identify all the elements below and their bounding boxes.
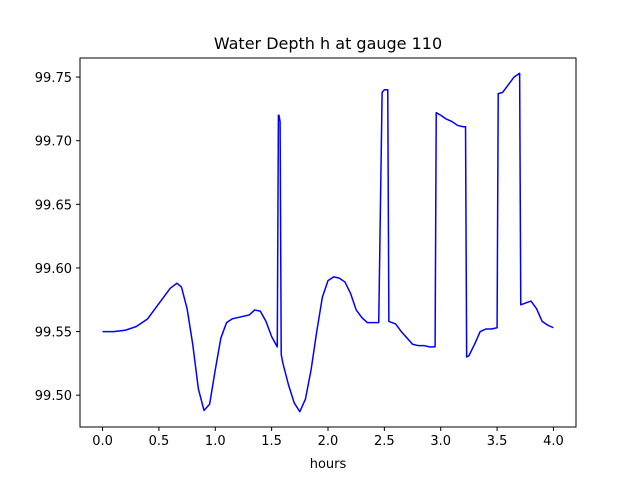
x-tick-label: 2.5: [374, 434, 395, 449]
x-tick-label: 1.5: [261, 434, 282, 449]
chart-title: Water Depth h at gauge 110: [214, 34, 442, 53]
y-tick-label: 99.75: [35, 71, 72, 86]
x-tick-label: 0.5: [149, 434, 170, 449]
x-tick-label: 0.0: [92, 434, 113, 449]
y-tick-label: 99.50: [35, 389, 72, 404]
x-axis-label: hours: [310, 457, 347, 472]
x-axis: 0.0 0.5 1.0 1.5 2.0 2.5 3.0 3.5 4.0: [92, 427, 564, 449]
x-tick-label: 4.0: [543, 434, 564, 449]
y-axis: 99.50 99.55 99.60 99.65 99.70 99.75: [35, 71, 80, 404]
y-tick-label: 99.60: [35, 262, 72, 277]
y-tick-label: 99.65: [35, 198, 72, 213]
x-tick-label: 2.0: [318, 434, 339, 449]
x-tick-label: 3.0: [430, 434, 451, 449]
x-tick-label: 3.5: [487, 434, 508, 449]
y-tick-label: 99.55: [35, 326, 72, 341]
y-tick-label: 99.70: [35, 135, 72, 150]
x-tick-label: 1.0: [205, 434, 226, 449]
series-line-0: [102, 72, 554, 413]
